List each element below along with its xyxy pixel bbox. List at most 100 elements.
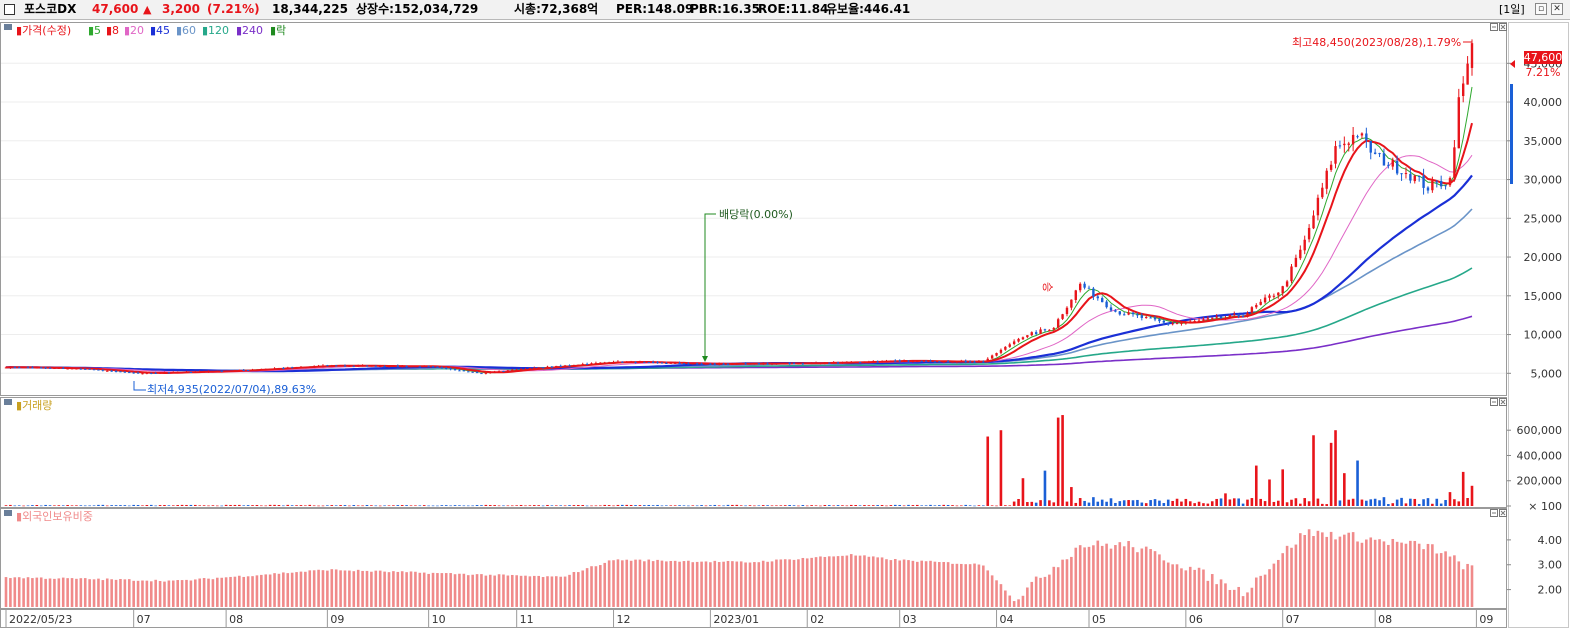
foreign-bar bbox=[114, 579, 118, 607]
panel-menu-icon[interactable] bbox=[4, 24, 12, 30]
foreign-bar bbox=[1096, 540, 1100, 607]
foreign-bar bbox=[695, 561, 699, 607]
candle-body bbox=[1228, 314, 1232, 318]
volume-bar bbox=[885, 505, 888, 507]
foreign-bar bbox=[1329, 531, 1333, 607]
foreign-bar bbox=[326, 570, 329, 607]
candle-body bbox=[1431, 180, 1434, 191]
volume-bar bbox=[960, 505, 963, 507]
candle-body bbox=[158, 372, 162, 374]
volume-bar bbox=[431, 505, 435, 507]
volume-bar bbox=[61, 505, 65, 506]
candle-body bbox=[1413, 175, 1416, 182]
candle-body bbox=[299, 366, 303, 368]
maximize-button[interactable]: ▫ bbox=[1535, 3, 1547, 15]
volume-bar bbox=[1127, 500, 1130, 506]
candle-body bbox=[863, 361, 866, 363]
volume-bar bbox=[383, 505, 386, 507]
candle-body bbox=[418, 366, 422, 368]
foreign-bar bbox=[44, 578, 47, 607]
volume-bar bbox=[1052, 502, 1056, 506]
foreign-bar bbox=[546, 576, 549, 607]
volume-bar bbox=[1034, 502, 1038, 506]
price-panel-buttons[interactable] bbox=[1490, 23, 1507, 31]
foreign-bar bbox=[167, 580, 171, 607]
candle-body bbox=[1184, 322, 1188, 324]
period-selector[interactable]: [1일] bbox=[1499, 3, 1525, 16]
select-checkbox[interactable] bbox=[4, 4, 15, 15]
volume-ytick-label: 600,000 bbox=[1517, 424, 1563, 437]
candle-body bbox=[1453, 147, 1456, 178]
volume-bar bbox=[1347, 499, 1351, 506]
candle-body bbox=[682, 363, 686, 365]
candle-body bbox=[1360, 133, 1364, 136]
trade-volume: 18,344,225 bbox=[272, 2, 348, 16]
foreign-bar bbox=[634, 559, 637, 607]
foreign-bar bbox=[1149, 549, 1152, 607]
volume-bar bbox=[453, 505, 457, 506]
foreign-bar bbox=[1312, 536, 1315, 607]
foreign-bar bbox=[1210, 574, 1214, 607]
foreign-bar bbox=[480, 574, 483, 607]
candle-body bbox=[651, 361, 655, 363]
candle-body bbox=[497, 371, 501, 373]
candle-body bbox=[458, 370, 461, 372]
legend-ma-45: ▮45 bbox=[150, 24, 170, 37]
foreign-bar bbox=[1188, 566, 1192, 607]
foreign-bar bbox=[792, 559, 796, 607]
volume-bar bbox=[1373, 498, 1377, 506]
foreign-menu-icon[interactable] bbox=[4, 510, 12, 516]
volume-bar bbox=[44, 504, 47, 506]
candle-body bbox=[1439, 180, 1443, 187]
x-tick-label: 10 bbox=[432, 613, 446, 626]
volume-panel-buttons[interactable] bbox=[1490, 398, 1507, 406]
foreign-bar bbox=[1457, 561, 1461, 607]
candle-body bbox=[916, 360, 919, 362]
foreign-bar bbox=[1369, 537, 1373, 607]
volume-bar bbox=[1061, 415, 1064, 506]
volume-bar bbox=[141, 505, 144, 507]
foreign-bar bbox=[295, 572, 298, 607]
volume-panel-title: ▮거래량 bbox=[16, 399, 52, 412]
volume-bar bbox=[1307, 501, 1311, 506]
roe-value: ROE:11.84 bbox=[758, 2, 829, 16]
candle-body bbox=[1259, 301, 1262, 305]
volume-bar bbox=[497, 505, 501, 507]
volume-bar bbox=[1087, 502, 1091, 506]
foreign-bar bbox=[898, 560, 901, 607]
volume-bar bbox=[70, 505, 74, 507]
foreign-holding-bars bbox=[4, 529, 1474, 607]
foreign-panel-buttons[interactable] bbox=[1490, 509, 1507, 517]
right-scroll-indicator[interactable] bbox=[1510, 84, 1513, 184]
volume-bar bbox=[268, 504, 272, 506]
volume-bar bbox=[374, 505, 378, 507]
volume-bar bbox=[1193, 503, 1196, 506]
foreign-bar bbox=[255, 575, 259, 607]
foreign-bar bbox=[1092, 545, 1095, 607]
candle-body bbox=[185, 371, 188, 373]
candle-body bbox=[1100, 298, 1104, 303]
volume-bar bbox=[202, 505, 206, 506]
legend-event: ▮락 bbox=[270, 24, 286, 37]
close-button[interactable]: ✕ bbox=[1551, 3, 1563, 15]
volume-bar bbox=[1228, 499, 1232, 506]
volume-bar bbox=[396, 505, 400, 506]
candle-body bbox=[973, 361, 976, 363]
candle-body bbox=[621, 361, 624, 363]
x-tick-label: 06 bbox=[1189, 613, 1203, 626]
current-price-tag bbox=[1524, 51, 1562, 64]
foreign-bar bbox=[700, 561, 703, 607]
volume-bar bbox=[1109, 498, 1113, 506]
volume-bar bbox=[1391, 503, 1395, 506]
candle-body bbox=[1365, 133, 1368, 141]
foreign-bar bbox=[1413, 540, 1417, 607]
foreign-bar bbox=[1118, 542, 1122, 607]
candle-body bbox=[955, 361, 959, 363]
high-arrow-icon bbox=[1463, 41, 1473, 48]
volume-menu-icon[interactable] bbox=[4, 399, 12, 405]
foreign-bar bbox=[717, 562, 721, 607]
volume-bar bbox=[788, 505, 791, 506]
volume-bar bbox=[634, 505, 637, 506]
candle-body bbox=[268, 368, 272, 370]
candle-body bbox=[348, 365, 351, 367]
